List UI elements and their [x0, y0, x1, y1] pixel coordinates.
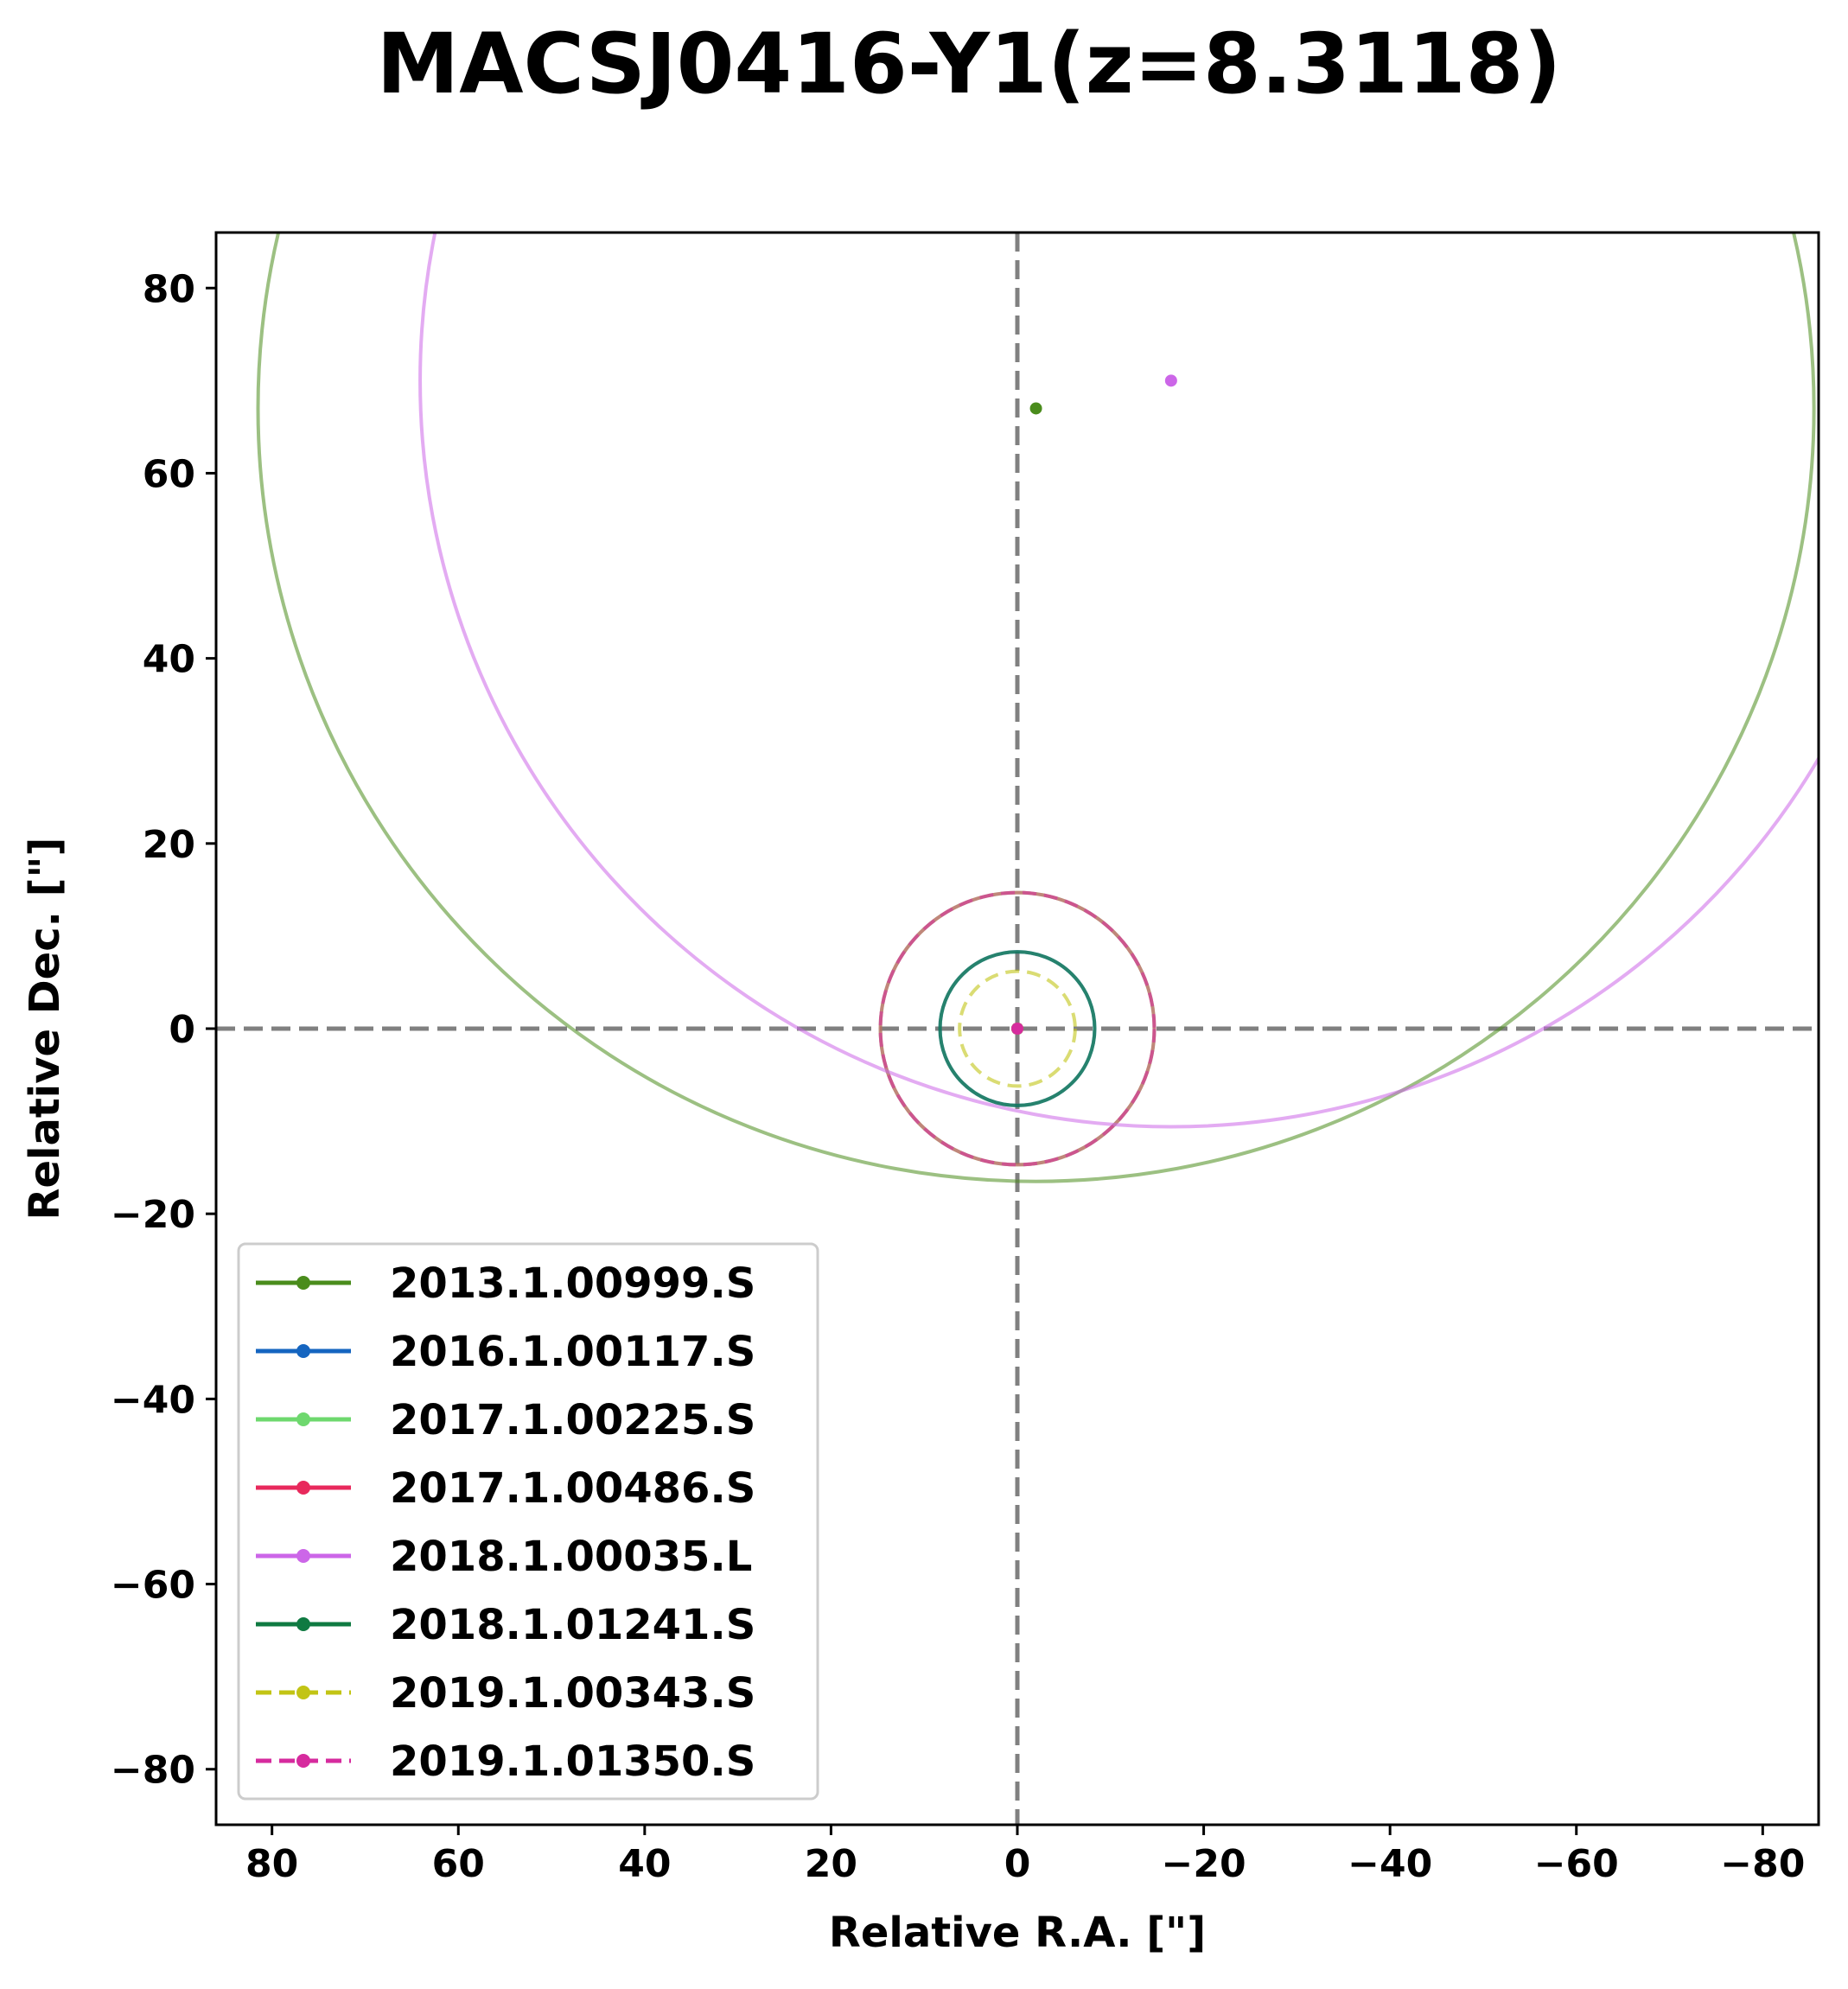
y-tick-label: 20: [143, 823, 195, 867]
y-tick-label: 80: [143, 267, 195, 311]
legend: 2013.1.00999.S 2016.1.00117.S 2017.1.00225…: [237, 1242, 819, 1801]
legend-marker-2016.1.00117.S: [296, 1344, 310, 1358]
y-tick-label: −60: [111, 1564, 195, 1608]
y-tick-label: 60: [143, 452, 195, 496]
legend-marker-2018.1.00035.L: [296, 1549, 310, 1563]
chart-title: MACSJ0416-Y1(z=8.3118): [377, 16, 1562, 112]
legend-label: 2018.1.01241.S: [390, 1601, 755, 1649]
legend-label: 2017.1.00486.S: [390, 1464, 755, 1513]
legend-marker-2019.1.00343.S: [296, 1686, 310, 1699]
legend-marker-2018.1.01241.S: [296, 1617, 310, 1631]
y-axis-label: Relative Dec. ["]: [21, 838, 69, 1221]
beam-circle-2018.1.01241.S: [938, 950, 1097, 1107]
x-axis-label: Relative R.A. ["]: [829, 1909, 1206, 1957]
y-tick-label: −40: [111, 1378, 195, 1422]
x-tick-label: −80: [1720, 1842, 1805, 1886]
x-tick-label: −20: [1162, 1842, 1246, 1886]
center-point-2018.1.00035.L: [1164, 374, 1177, 387]
legend-box: [237, 1242, 819, 1801]
x-tick-label: −40: [1348, 1842, 1432, 1886]
legend-label: 2013.1.00999.S: [390, 1259, 755, 1308]
legend-label: 2016.1.00117.S: [390, 1328, 755, 1376]
legend-label: 2018.1.00035.L: [390, 1533, 752, 1581]
x-tick-label: 0: [1004, 1842, 1031, 1886]
legend-label: 2019.1.00343.S: [390, 1669, 755, 1718]
legend-marker-2013.1.00999.S: [296, 1276, 310, 1290]
y-tick-label: 0: [169, 1008, 195, 1052]
center-point-2019.1.01350.S: [1011, 1023, 1023, 1035]
plot-area: 80 60 40 20 0 −20 −40 −60 −80 80 60 40 20 0 −20 −40 −60 −…: [111, 231, 1820, 1886]
x-tick-label: 80: [245, 1842, 298, 1886]
y-tick-label: 40: [143, 638, 195, 682]
legend-marker-2017.1.00225.S: [296, 1412, 310, 1426]
x-tick-label: 20: [805, 1842, 857, 1886]
beam-circle-2019.1.00343.S: [958, 969, 1077, 1088]
legend-marker-2017.1.00486.S: [296, 1481, 310, 1495]
x-tick-label: 60: [432, 1842, 485, 1886]
beam-circle-2019.1.01350.S: [878, 890, 1157, 1167]
y-tick-label: −80: [111, 1749, 195, 1793]
x-tick-label: 40: [618, 1842, 671, 1886]
legend-label: 2017.1.00225.S: [390, 1396, 755, 1444]
legend-label: 2019.1.01350.S: [390, 1737, 755, 1786]
legend-marker-2019.1.01350.S: [296, 1754, 310, 1768]
x-tick-label: −60: [1534, 1842, 1619, 1886]
beam-circle-2013.1.00999.S: [256, 233, 1816, 1183]
beam-circle-2018.1.00035.L: [418, 233, 1819, 1129]
plot-content: [216, 233, 1819, 1825]
y-tick-label: −20: [111, 1193, 195, 1237]
center-point-2013.1.00999.S: [1029, 402, 1042, 415]
